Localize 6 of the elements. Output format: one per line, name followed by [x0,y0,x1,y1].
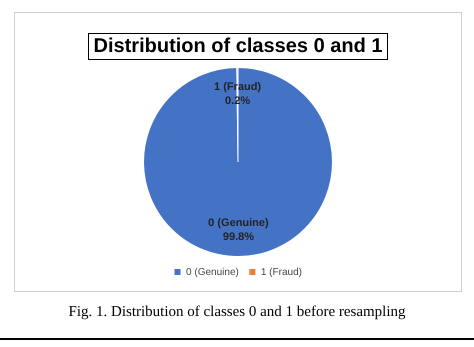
legend-label: 1 (Fraud) [260,266,302,278]
chart-title: Distribution of classes 0 and 1 [88,33,388,60]
slice-label: 0 (Genuine) [208,217,270,230]
caption: Fig. 1. Distribution of classes 0 and 1 before resampling [67,304,407,321]
legend-label: 0 (Genuine) [186,266,239,278]
data-label: 99.8% [222,231,254,244]
